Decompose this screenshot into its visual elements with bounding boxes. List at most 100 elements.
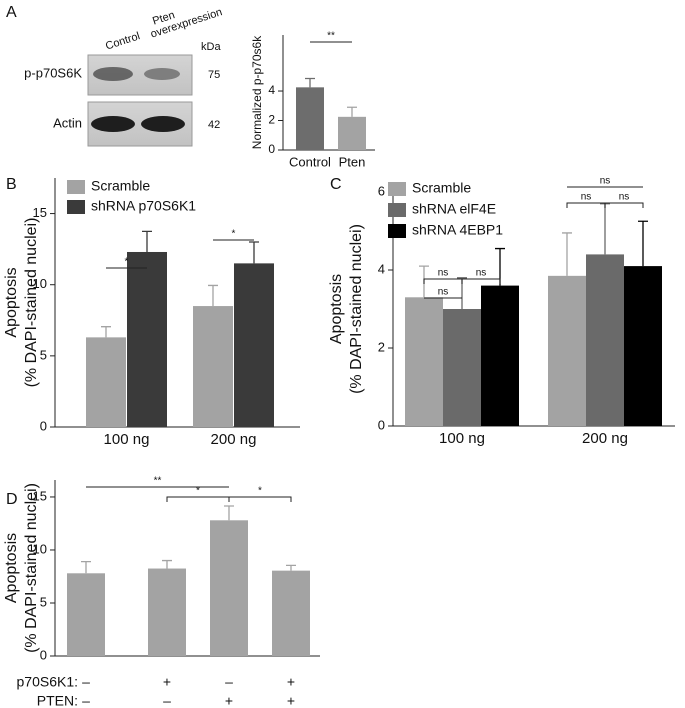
bar xyxy=(296,87,324,150)
y-axis-label: Apoptosis xyxy=(3,533,20,603)
error-bar xyxy=(600,203,610,255)
y-axis-label: (% DAPI-stained nuclei) xyxy=(23,483,40,653)
blot-band xyxy=(93,67,133,81)
y-axis-label: (% DAPI-stained nuclei) xyxy=(23,218,40,388)
bar xyxy=(272,570,310,656)
bar xyxy=(586,254,624,426)
panel-label: C xyxy=(330,176,342,193)
significance-label: * xyxy=(258,486,262,497)
unit-label: kDa xyxy=(201,41,221,53)
blot-band xyxy=(91,116,135,132)
y-tick-label: 0 xyxy=(268,142,275,156)
y-tick-label: 0 xyxy=(40,647,47,662)
significance-label: ns xyxy=(438,268,449,279)
bar xyxy=(67,573,105,656)
bar xyxy=(624,266,662,426)
kda-label: 75 xyxy=(208,69,220,81)
legend-label: Scramble xyxy=(91,178,150,194)
condition-level: + xyxy=(287,674,295,690)
y-tick-label: 10 xyxy=(33,276,47,291)
y-tick-label: 15 xyxy=(33,488,47,503)
legend-swatch xyxy=(67,180,85,194)
blot-band xyxy=(144,68,180,80)
error-bar xyxy=(562,232,572,276)
significance-bracket xyxy=(228,496,292,502)
y-tick-label: 5 xyxy=(40,594,47,609)
panel-label: D xyxy=(6,491,18,508)
significance-bracket xyxy=(566,202,606,208)
condition-label: p70S6K1: xyxy=(17,674,79,690)
y-tick-label: 6 xyxy=(378,183,385,198)
significance-label: ns xyxy=(600,176,611,187)
x-tick-label: 100 ng xyxy=(104,431,150,448)
significance-label: * xyxy=(125,257,129,268)
error-bar xyxy=(101,326,111,338)
bar xyxy=(338,116,366,150)
condition-level: + xyxy=(163,674,171,690)
bar xyxy=(234,263,274,427)
legend-swatch xyxy=(388,182,406,196)
bar xyxy=(148,568,186,656)
significance-label: ** xyxy=(327,31,335,42)
legend-swatch xyxy=(388,203,406,217)
significance-label: ns xyxy=(619,192,630,203)
y-axis-label: Normalized p-p70s6k xyxy=(250,35,264,149)
y-tick-label: 4 xyxy=(378,261,385,276)
y-tick-label: 2 xyxy=(268,113,275,127)
y-tick-label: 0 xyxy=(378,417,385,432)
y-axis-label: (% DAPI-stained nuclei) xyxy=(348,224,365,394)
error-bar xyxy=(81,560,91,574)
legend-label: Scramble xyxy=(412,180,471,196)
condition-level: – xyxy=(225,674,233,690)
bar xyxy=(443,309,481,426)
y-axis-label: Apoptosis xyxy=(3,267,20,337)
x-tick-label: Pten xyxy=(339,154,366,169)
error-bar xyxy=(249,241,259,264)
condition-level: – xyxy=(82,674,90,690)
condition-label: PTEN: xyxy=(37,693,78,708)
legend-label: shRNA 4EBP1 xyxy=(412,222,503,238)
bar xyxy=(127,251,167,427)
error-bar xyxy=(162,559,172,569)
y-tick-label: 15 xyxy=(33,205,47,220)
legend-swatch xyxy=(388,224,406,238)
significance-label: * xyxy=(196,486,200,497)
error-bar xyxy=(142,230,152,252)
panel-label: B xyxy=(6,176,17,193)
significance-label: ns xyxy=(581,192,592,203)
error-bar xyxy=(638,220,648,267)
bar xyxy=(405,297,443,426)
significance-label: ** xyxy=(154,476,162,487)
bar xyxy=(481,285,519,426)
legend-label: shRNA elF4E xyxy=(412,201,496,217)
row-label: Actin xyxy=(53,115,82,130)
legend-label: shRNA p70S6K1 xyxy=(91,198,196,214)
legend-swatch xyxy=(67,200,85,214)
error-bar xyxy=(224,505,234,521)
bar xyxy=(548,275,586,426)
kda-label: 42 xyxy=(208,119,220,131)
error-bar xyxy=(286,564,296,571)
error-bar xyxy=(305,77,315,88)
blot-band xyxy=(141,116,185,132)
bar xyxy=(193,306,233,427)
significance-label: ns xyxy=(438,287,449,298)
y-tick-label: 5 xyxy=(40,347,47,362)
error-bar xyxy=(347,106,357,117)
error-bar xyxy=(208,284,218,307)
x-tick-label: 200 ng xyxy=(582,430,628,447)
significance-bracket xyxy=(423,278,463,284)
y-tick-label: 2 xyxy=(378,339,385,354)
condition-level: – xyxy=(163,693,171,708)
significance-label: ns xyxy=(476,268,487,279)
significance-label: * xyxy=(232,229,236,240)
y-axis-label: Apoptosis xyxy=(328,274,345,344)
significance-bracket xyxy=(461,278,501,284)
significance-bracket xyxy=(604,202,644,208)
y-tick-label: 0 xyxy=(40,418,47,433)
condition-level: + xyxy=(225,693,233,708)
bar xyxy=(210,520,248,656)
x-tick-label: 100 ng xyxy=(439,430,485,447)
y-tick-label: 4 xyxy=(268,83,275,97)
